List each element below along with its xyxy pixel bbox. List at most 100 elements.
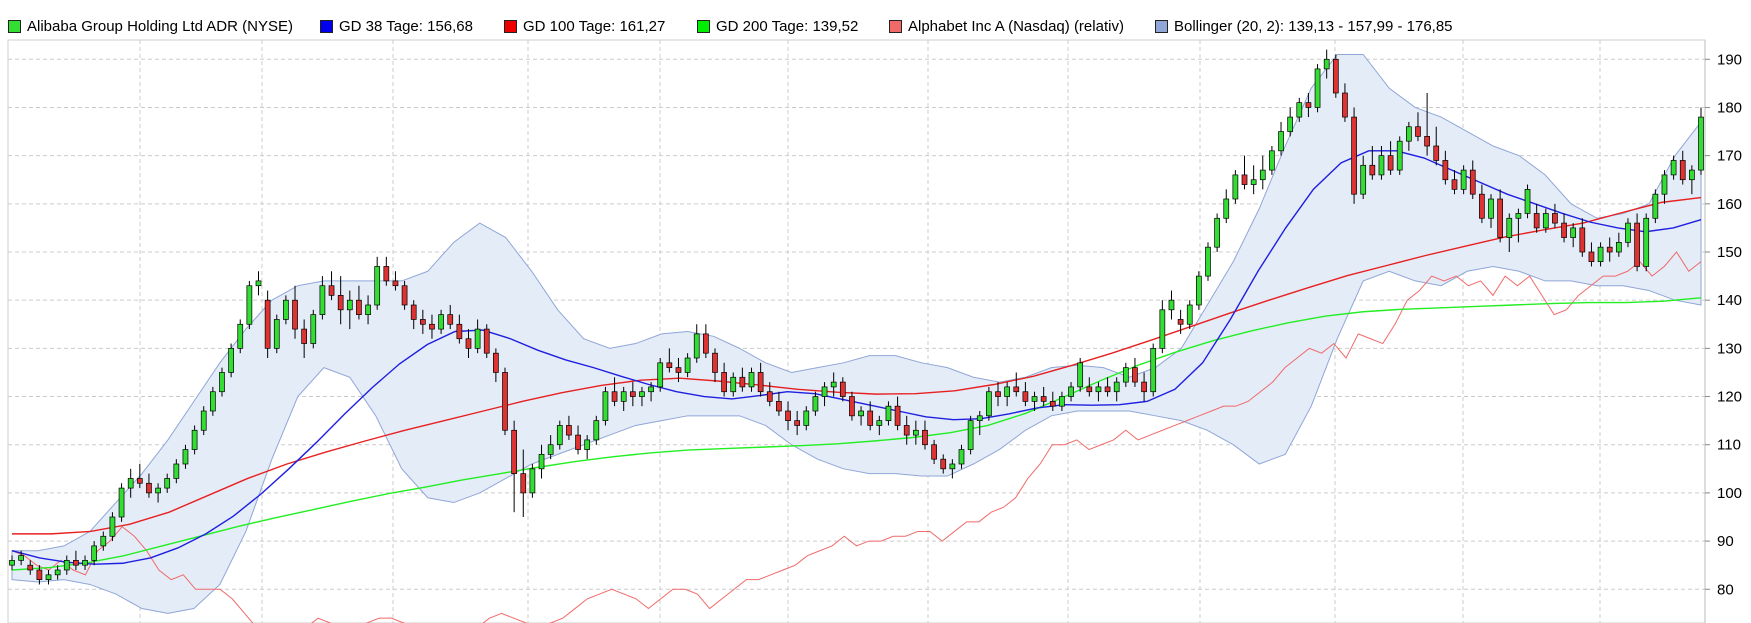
candle-body <box>310 314 317 344</box>
candle <box>465 329 472 358</box>
candle-body <box>383 266 390 282</box>
candle <box>876 415 883 436</box>
candle <box>1232 170 1239 204</box>
candle <box>1643 213 1650 272</box>
candle-body <box>1451 179 1458 190</box>
legend-item-alphabet-relative[interactable]: Alphabet Inc A (Nasdaq) (relativ) <box>889 14 1124 38</box>
candle <box>374 256 381 310</box>
candle <box>986 386 992 421</box>
legend-item-bollinger[interactable]: Bollinger (20, 2): 139,13 - 157,99 - 176… <box>1155 14 1453 38</box>
y-tick-label: 160 <box>1717 196 1742 213</box>
legend-item-gd38[interactable]: GD 38 Tage: 156,68 <box>320 14 473 38</box>
candle-body <box>1132 367 1138 383</box>
candle <box>1269 146 1275 175</box>
candle-body <box>794 420 801 426</box>
candle-body <box>575 434 581 450</box>
candle <box>949 459 956 479</box>
candle-body <box>301 328 308 344</box>
candle <box>1606 237 1613 262</box>
candle <box>1013 372 1020 397</box>
candle <box>210 386 216 416</box>
candle <box>1469 160 1476 199</box>
candle <box>1698 107 1704 175</box>
candle-body <box>429 323 435 330</box>
candle <box>1342 83 1348 122</box>
candle-body <box>1561 222 1567 238</box>
candle <box>1451 170 1458 195</box>
candle-body <box>1698 116 1704 171</box>
candle-body <box>903 425 910 436</box>
candle-body <box>912 429 919 436</box>
candle <box>1278 121 1284 156</box>
candle-body <box>611 391 618 402</box>
candle <box>1597 242 1604 267</box>
candle-body <box>1588 251 1595 262</box>
candle <box>639 386 645 407</box>
candle <box>1369 146 1376 180</box>
candle <box>283 295 289 325</box>
candle-body <box>410 304 417 320</box>
candle <box>766 382 773 407</box>
candle <box>776 391 782 416</box>
candle-body <box>1634 222 1640 267</box>
candle-body <box>91 545 98 561</box>
candle-body <box>1186 304 1193 325</box>
candle-body <box>82 560 88 566</box>
candle <box>830 372 837 397</box>
candle-body <box>9 560 15 566</box>
candle <box>812 391 819 416</box>
candle-body <box>1068 386 1074 397</box>
gd38-line <box>11 150 1702 565</box>
candle <box>337 276 344 325</box>
y-tick-label: 140 <box>1717 292 1742 309</box>
candle-body <box>1022 391 1029 402</box>
candle-body <box>721 372 727 393</box>
candle-body <box>1625 222 1631 243</box>
candle-body <box>1679 160 1686 181</box>
candle <box>739 367 746 392</box>
candle-body <box>1369 164 1376 176</box>
legend-item-alibaba[interactable]: Alibaba Group Holding Ltd ADR (NYSE) <box>8 14 293 38</box>
candle <box>1615 232 1622 257</box>
candle <box>1223 189 1230 224</box>
candle-body <box>1086 386 1093 393</box>
candle <box>1689 165 1695 195</box>
legend-item-gd200[interactable]: GD 200 Tage: 139,52 <box>697 14 858 38</box>
legend-item-gd100[interactable]: GD 100 Tage: 161,27 <box>504 14 665 38</box>
candle-body <box>1278 131 1284 152</box>
candle-body <box>264 299 271 349</box>
candle-body <box>976 415 983 421</box>
candle-body <box>1113 381 1120 393</box>
candle-body <box>858 410 864 417</box>
candle-body <box>547 444 554 455</box>
candle <box>1524 184 1531 219</box>
candle <box>803 406 810 431</box>
legend-swatch <box>697 19 710 33</box>
candle <box>1460 165 1467 195</box>
candle-body <box>648 386 654 393</box>
candles <box>9 49 1704 585</box>
candle-body <box>1643 217 1650 267</box>
candle <box>392 271 399 291</box>
candle <box>1351 107 1357 204</box>
candle <box>1113 377 1120 402</box>
candle-body <box>1159 309 1166 349</box>
candle-body <box>1689 169 1695 181</box>
legend-label: Alphabet Inc A (Nasdaq) (relativ) <box>908 17 1124 35</box>
candle-body <box>1241 174 1248 185</box>
candle <box>383 256 390 286</box>
candle-body <box>1122 367 1129 383</box>
candle <box>1141 372 1147 402</box>
candle-body <box>593 420 600 441</box>
candle-body <box>1141 381 1147 393</box>
y-tick-label: 80 <box>1717 581 1734 598</box>
candle-body <box>1049 401 1056 407</box>
candle-body <box>18 555 24 561</box>
candle-body <box>1424 136 1430 147</box>
candle <box>91 541 98 566</box>
candle-body <box>894 405 901 426</box>
candle-body <box>36 569 43 580</box>
candle <box>1323 49 1330 79</box>
candle-body <box>292 299 298 330</box>
candle <box>1022 382 1029 407</box>
